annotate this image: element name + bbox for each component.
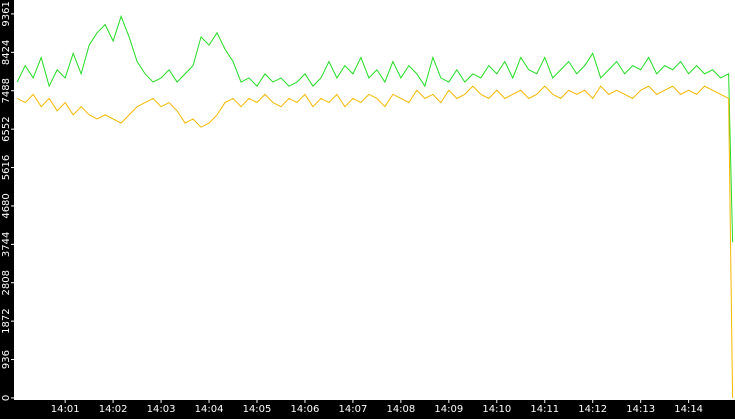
- plot-area: [14, 0, 735, 400]
- x-tick-label: 14:05: [243, 404, 272, 415]
- y-tick-label: 2808: [1, 270, 12, 295]
- x-tick-label: 14:07: [339, 404, 368, 415]
- y-tick-label: 8424: [1, 40, 12, 65]
- x-tick-label: 14:11: [530, 404, 559, 415]
- y-tick-label: 0: [1, 395, 12, 401]
- series-line: [16, 14, 734, 243]
- y-tick-label: 5616: [1, 155, 12, 180]
- x-tick-label: 14:14: [674, 404, 703, 415]
- series-line: [16, 85, 734, 398]
- x-tick-label: 14:10: [482, 404, 511, 415]
- y-tick-label: 4680: [1, 193, 12, 218]
- y-tick-label: 7488: [1, 78, 12, 103]
- y-tick-label: 936: [1, 350, 12, 369]
- x-tick-label: 14:04: [195, 404, 224, 415]
- x-tick-label: 14:13: [626, 404, 655, 415]
- x-tick-label: 14:08: [386, 404, 415, 415]
- y-tick-label: 9361: [1, 1, 12, 26]
- y-tick-label: 3744: [1, 232, 12, 257]
- x-tick-label: 14:12: [578, 404, 607, 415]
- y-tick-label: 1872: [1, 308, 12, 333]
- x-tick-label: 14:01: [51, 404, 80, 415]
- x-tick-label: 14:02: [99, 404, 128, 415]
- x-tick-label: 14:09: [434, 404, 463, 415]
- x-tick-label: 14:03: [147, 404, 176, 415]
- y-tick-label: 6552: [1, 116, 12, 141]
- x-tick-label: 14:06: [291, 404, 320, 415]
